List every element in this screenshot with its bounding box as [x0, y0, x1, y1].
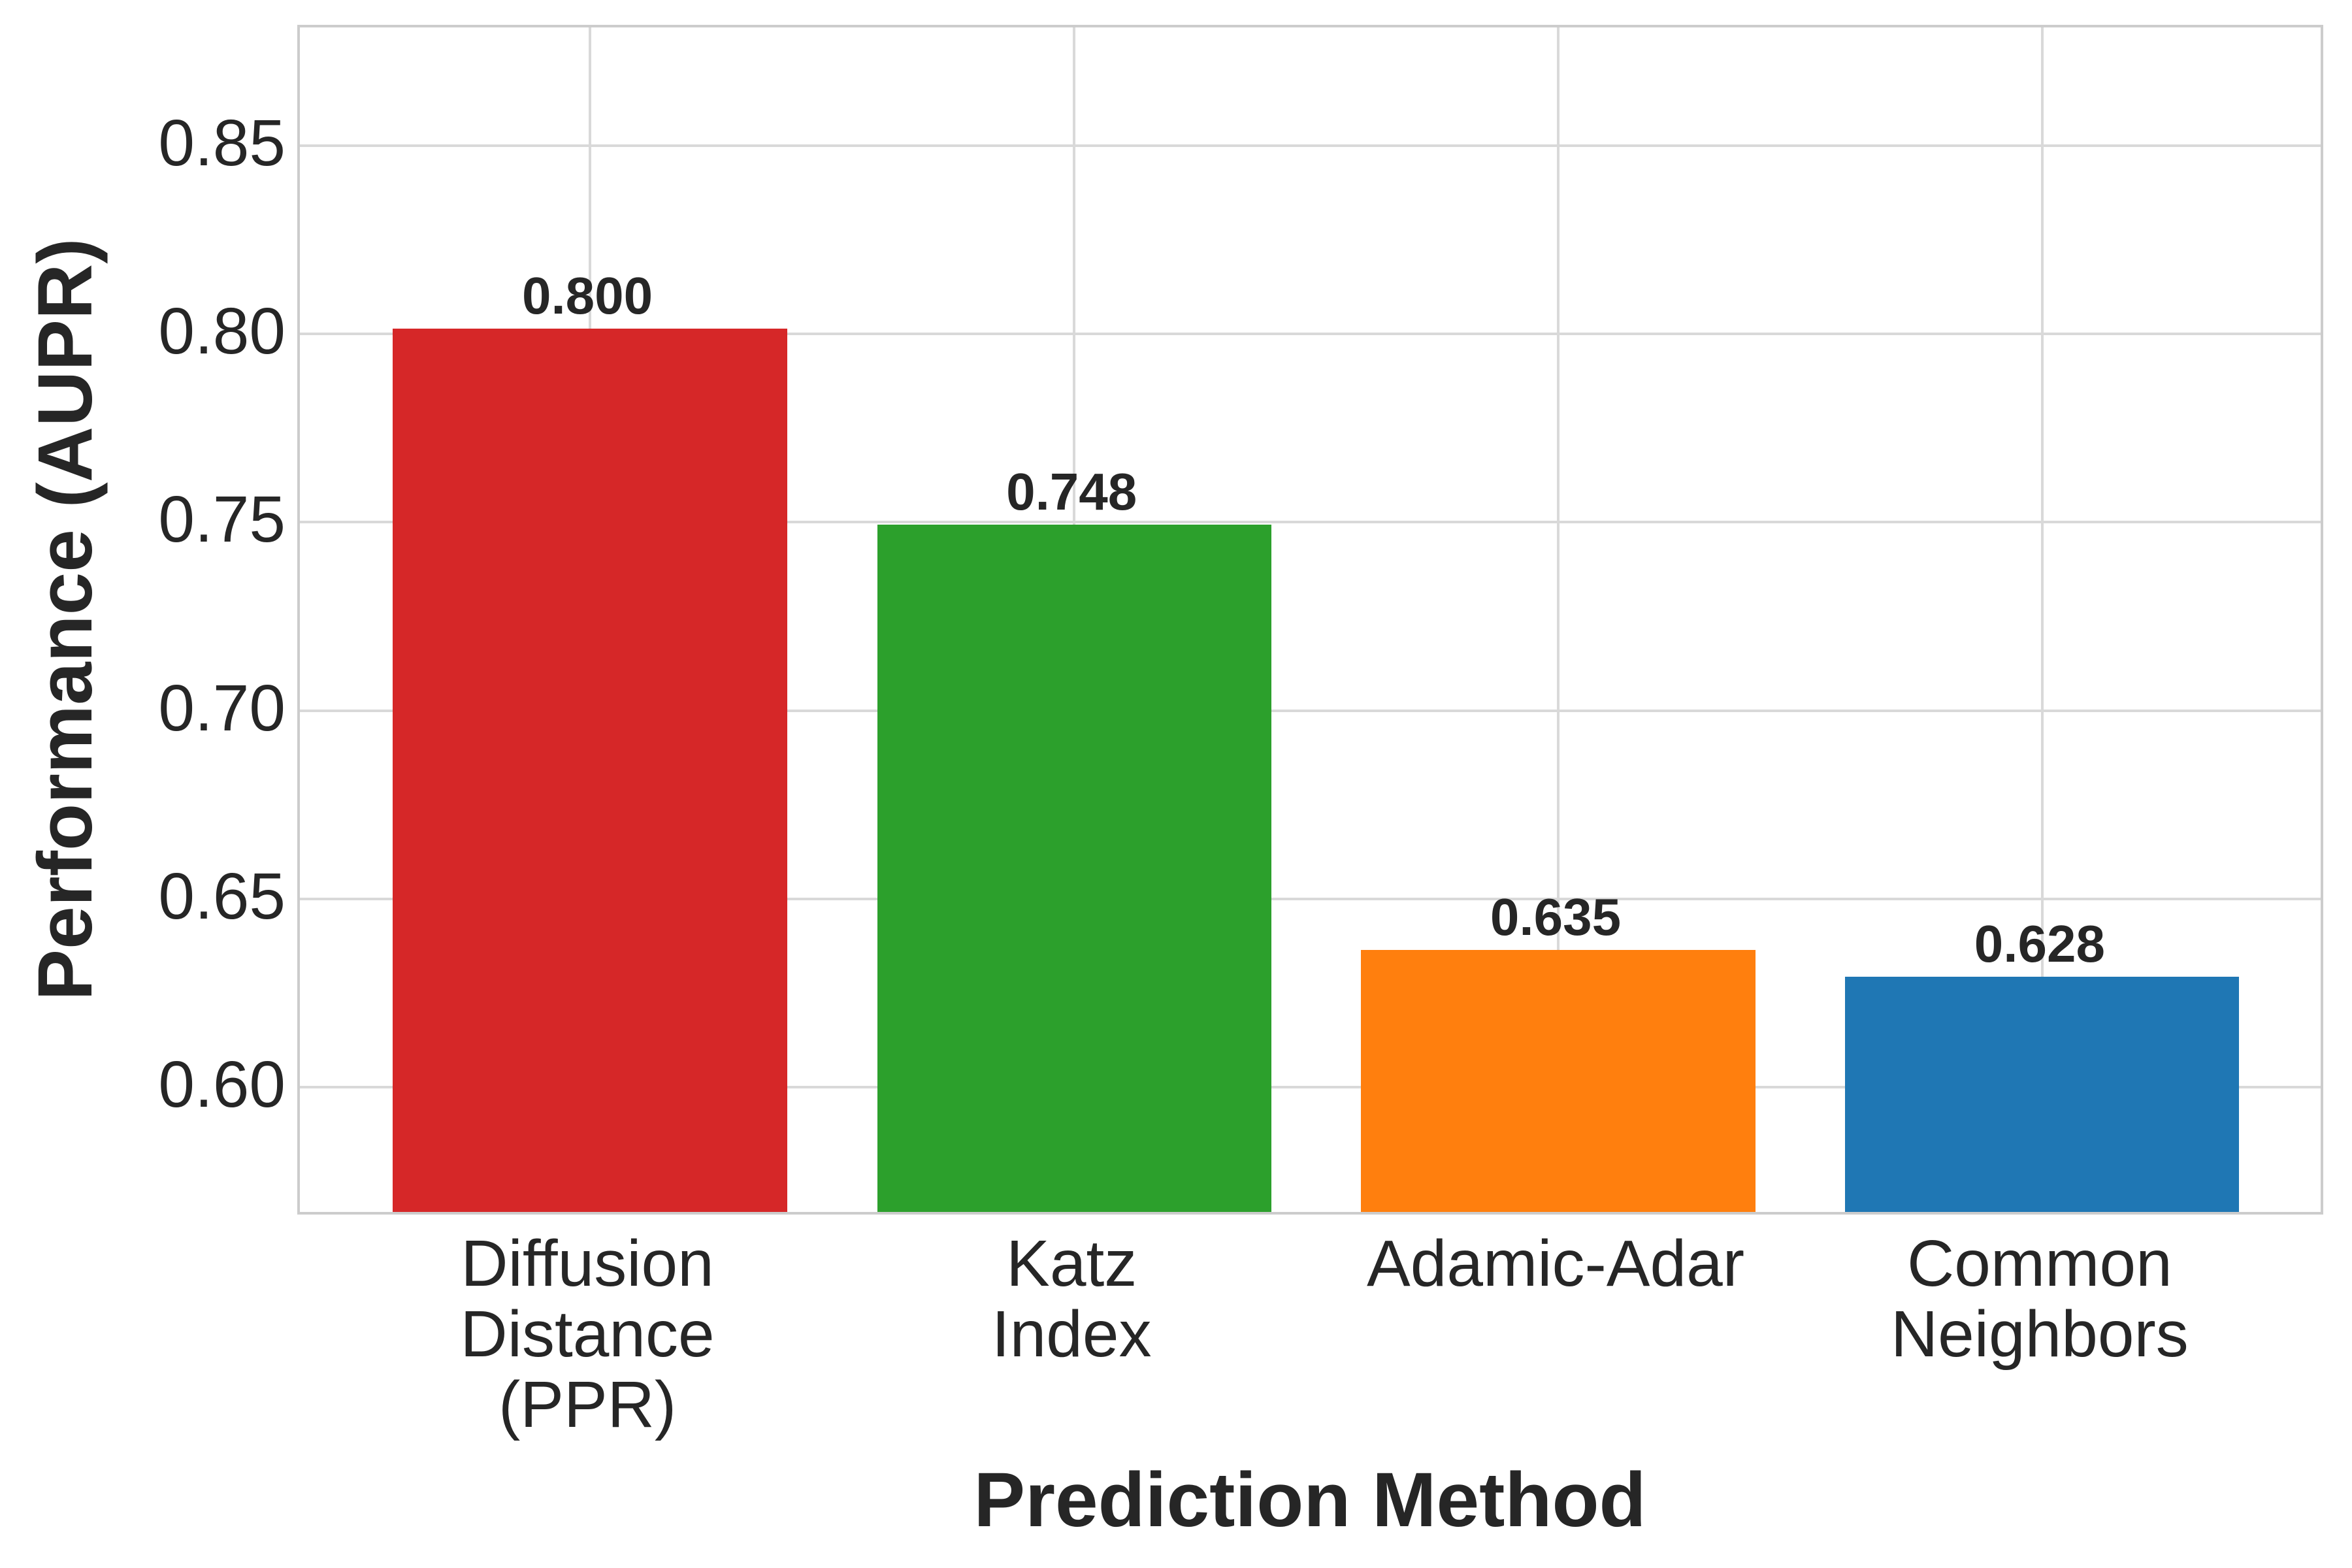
xtick-label-0: Diffusion Distance (PPR) — [460, 1227, 715, 1441]
bar-diffusion-distance-(ppr) — [393, 329, 787, 1212]
ytick-label-0.75: 0.75 — [158, 483, 286, 557]
bar-value-label-0.635: 0.635 — [1490, 888, 1622, 947]
h-gridline-0.80 — [300, 333, 2321, 336]
bar-value-label-0.748: 0.748 — [1006, 462, 1137, 521]
ytick-label-0.65: 0.65 — [158, 859, 286, 933]
bar-common-neighbors — [1845, 976, 2240, 1212]
bar-katz-index — [877, 524, 1271, 1212]
xtick-label-1: Katz Index — [991, 1227, 1152, 1371]
ytick-label-0.80: 0.80 — [158, 295, 286, 368]
h-gridline-0.65 — [300, 897, 2321, 900]
v-gridline-2 — [1557, 27, 1560, 1212]
h-gridline-0.60 — [300, 1086, 2321, 1089]
xtick-label-3: Common Neighbors — [1890, 1227, 2189, 1371]
x-axis-title: Prediction Method — [973, 1457, 1646, 1543]
ytick-label-0.70: 0.70 — [158, 671, 286, 745]
bar-value-label-0.628: 0.628 — [1974, 914, 2105, 973]
h-gridline-0.85 — [300, 144, 2321, 147]
v-gridline-3 — [2040, 27, 2044, 1212]
h-gridline-0.70 — [300, 709, 2321, 712]
plot-area — [297, 25, 2323, 1215]
plot-inner — [300, 27, 2321, 1212]
ytick-label-0.60: 0.60 — [158, 1048, 286, 1122]
xtick-label-2: Adamic-Adar — [1367, 1227, 1745, 1300]
bar-adamic-adar — [1361, 950, 1756, 1212]
bar-value-label-0.800: 0.800 — [521, 267, 653, 325]
ytick-label-0.85: 0.85 — [158, 106, 286, 180]
h-gridline-0.75 — [300, 521, 2321, 524]
